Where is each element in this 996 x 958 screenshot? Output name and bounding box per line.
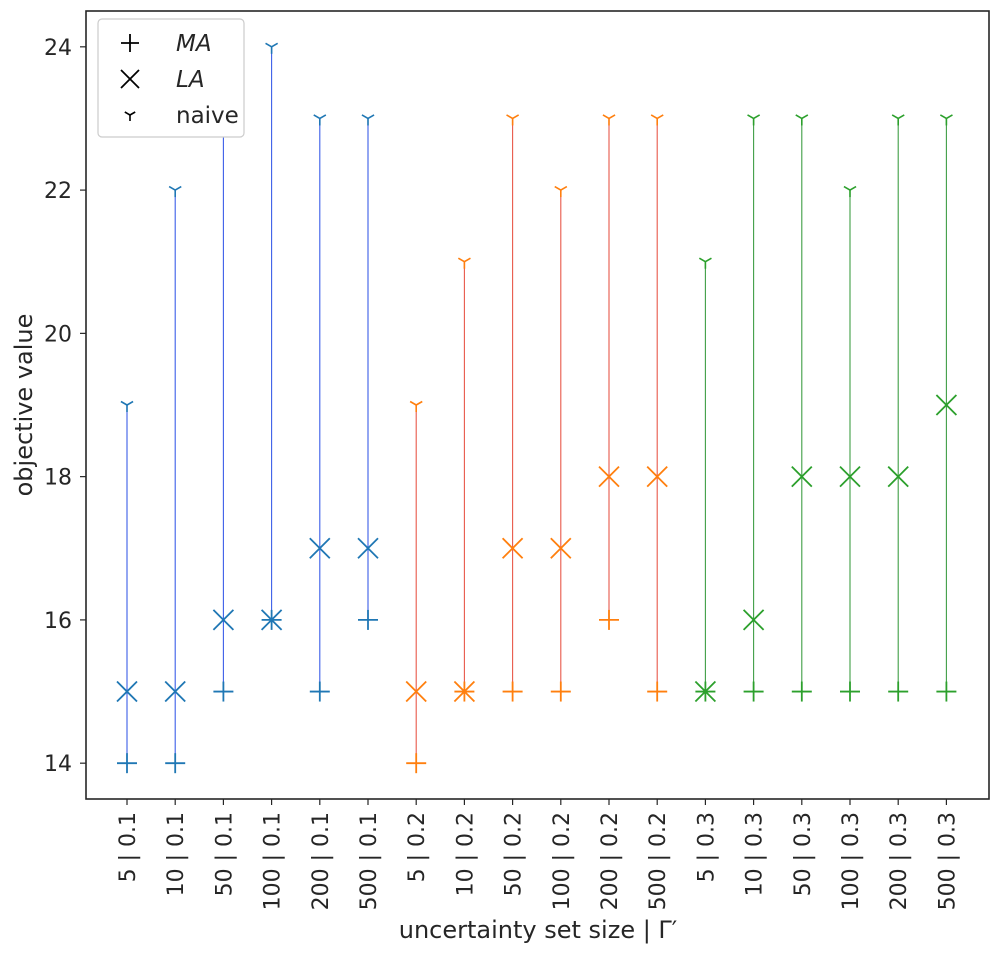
marker-ma [888, 681, 909, 702]
marker-ma [840, 681, 860, 702]
marker-ma [743, 681, 764, 702]
legend-ma-icon [121, 34, 139, 52]
x-axis-label: uncertainty set size | Γ′ [399, 916, 678, 944]
marker-la [935, 394, 958, 416]
y-tick-label: 16 [44, 609, 72, 634]
marker-ma [358, 609, 378, 630]
marker-ma [599, 609, 619, 630]
legend-label-naive: naive [176, 103, 239, 129]
x-tick-label: 500 | 0.1 [357, 812, 382, 910]
marker-ma [117, 753, 137, 774]
marker-ma [550, 681, 571, 702]
marker-naive [361, 114, 375, 126]
marker-ma [502, 681, 523, 702]
data-markers [116, 42, 958, 774]
x-tick-label: 50 | 0.3 [791, 812, 816, 896]
x-axis-ticks: 5 | 0.1 10 | 0.1 50 | 0.1 100 | 0.1 200 | 0.… [116, 799, 960, 910]
marker-naive [313, 114, 327, 126]
y-tick-label: 22 [44, 179, 72, 204]
marker-la [405, 680, 427, 703]
marker-naive [120, 400, 134, 412]
x-tick-label: 500 | 0.3 [935, 812, 960, 910]
marker-naive [843, 185, 857, 198]
marker-naive [891, 114, 905, 126]
y-tick-label: 18 [44, 466, 72, 491]
y-tick-label: 14 [44, 752, 72, 777]
y-axis-ticks: 14 16 18 20 22 24 [44, 36, 86, 777]
x-tick-label: 10 | 0.3 [743, 812, 768, 896]
marker-ma [791, 681, 812, 702]
x-tick-label: 100 | 0.3 [839, 812, 864, 910]
plot-area [85, 10, 990, 800]
marker-naive [457, 257, 471, 269]
marker-ma [309, 681, 330, 702]
x-tick-label: 500 | 0.2 [646, 812, 671, 910]
x-tick-label: 200 | 0.2 [598, 812, 623, 910]
marker-la [309, 537, 331, 559]
marker-naive [265, 42, 279, 54]
y-tick-label: 20 [44, 322, 72, 347]
x-tick-label: 5 | 0.2 [405, 812, 430, 882]
marker-naive [650, 114, 664, 126]
legend-box [97, 18, 245, 138]
x-tick-label: 50 | 0.1 [212, 812, 237, 896]
legend-naive-icon [124, 111, 136, 121]
legend: MA LA naive [97, 18, 245, 138]
x-tick-label: 10 | 0.2 [453, 812, 478, 896]
marker-ma [406, 753, 427, 774]
x-tick-label: 5 | 0.3 [694, 812, 719, 882]
x-tick-label: 5 | 0.1 [116, 812, 141, 882]
x-tick-label: 200 | 0.1 [309, 812, 334, 910]
marker-ma [936, 681, 957, 702]
marker-ma [165, 753, 186, 774]
marker-la [839, 465, 861, 488]
marker-naive [939, 114, 953, 126]
marker-ma [647, 681, 668, 702]
y-axis-label: objective value [10, 314, 38, 497]
marker-naive [795, 114, 809, 126]
x-tick-label: 100 | 0.1 [261, 812, 286, 910]
marker-naive [747, 114, 761, 126]
x-tick-label: 200 | 0.3 [887, 812, 912, 910]
marker-la [501, 537, 524, 559]
legend-label-la: LA [176, 67, 205, 93]
marker-la [212, 609, 235, 631]
marker-ma [213, 681, 234, 702]
y-tick-label: 24 [44, 36, 72, 61]
marker-la [164, 680, 186, 703]
marker-la [453, 680, 476, 703]
marker-la [646, 465, 668, 488]
marker-naive [506, 114, 520, 126]
marker-naive [602, 114, 616, 126]
marker-la [260, 609, 283, 631]
marker-la [598, 465, 620, 488]
legend-label-ma: MA [176, 31, 212, 57]
marker-naive [168, 185, 182, 198]
legend-la-icon [120, 69, 140, 89]
marker-la [791, 465, 813, 488]
marker-la [887, 465, 909, 488]
marker-la [742, 609, 765, 631]
marker-la [357, 537, 379, 559]
x-tick-label: 100 | 0.2 [550, 812, 575, 910]
marker-la [116, 680, 138, 703]
x-tick-label: 50 | 0.2 [502, 812, 527, 896]
marker-naive [698, 257, 712, 269]
x-tick-label: 10 | 0.1 [164, 812, 189, 896]
marker-naive [409, 400, 423, 412]
marker-naive [554, 185, 568, 198]
marker-la [550, 537, 572, 559]
marker-la [694, 680, 717, 703]
